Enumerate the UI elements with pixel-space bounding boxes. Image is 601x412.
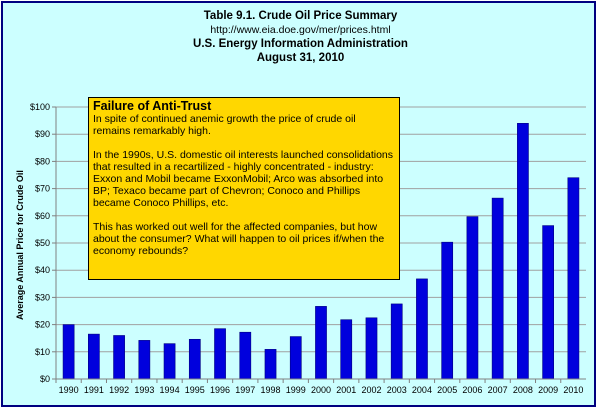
y-tick-label: $80 [35, 156, 50, 166]
x-tick-label: 1999 [286, 385, 306, 395]
bar [466, 216, 479, 380]
x-tick-label: 1992 [109, 385, 129, 395]
x-tick-label: 1993 [134, 385, 154, 395]
bar [491, 197, 504, 380]
y-axis-title: Average Annual Price for Crude Oil [15, 170, 25, 320]
x-tick-label: 2005 [437, 385, 457, 395]
bar [163, 343, 176, 380]
x-tick-label: 2009 [538, 385, 558, 395]
bar [88, 333, 100, 380]
annotation-paragraph: In the 1990s, U.S. domestic oil interest… [93, 149, 394, 209]
y-tick-label: $40 [35, 265, 50, 275]
bar [289, 336, 302, 380]
bar [188, 338, 201, 380]
x-tick-label: 2004 [412, 385, 432, 395]
y-tick-label: $30 [35, 292, 50, 302]
bars [62, 123, 580, 380]
x-tick-label: 2000 [311, 385, 331, 395]
chart-header: Table 9.1. Crude Oil Price Summary http:… [0, 9, 601, 65]
x-tick-label: 1991 [84, 385, 104, 395]
x-tick-label: 1997 [235, 385, 255, 395]
bar [390, 303, 403, 380]
bar [138, 340, 151, 380]
bar [315, 306, 327, 380]
y-tick-label: $100 [30, 102, 50, 112]
y-tick-label: $10 [35, 347, 50, 357]
x-tick-label: 1990 [59, 385, 79, 395]
bar [239, 331, 252, 380]
x-tick-label: 2003 [387, 385, 407, 395]
x-tick-label: 2002 [361, 385, 381, 395]
bar [365, 317, 378, 380]
chart-title: Table 9.1. Crude Oil Price Summary [203, 10, 398, 22]
x-tick-label: 1994 [160, 385, 180, 395]
bar [214, 328, 226, 380]
bar [113, 335, 125, 380]
source-url: http://www.eia.doe.gov/mer/prices.html [210, 24, 391, 36]
source-agency: U.S. Energy Information Administration [193, 38, 408, 50]
bar [264, 349, 277, 380]
y-tick-label: $70 [35, 184, 50, 194]
y-tick-label: $60 [35, 211, 50, 221]
bar [416, 278, 428, 380]
y-tick-label: $20 [35, 320, 50, 330]
bar [441, 241, 454, 380]
x-tick-label: 2007 [488, 385, 508, 395]
bar [542, 225, 554, 380]
annotation-paragraph: This has worked out well for the affecte… [93, 221, 385, 257]
y-axis-ticks: $0 $10 $20 $30 $40 $50 $60 $70 $80 $90 $100 [30, 102, 56, 384]
annotation-paragraph: In spite of continued anemic growth the … [93, 113, 356, 137]
bar [62, 324, 75, 380]
annotation-title: Failure of Anti-Trust [93, 99, 212, 113]
x-tick-label: 1996 [210, 385, 230, 395]
chart-date: August 31, 2010 [256, 52, 345, 64]
bar [517, 123, 529, 380]
x-tick-label: 2010 [563, 385, 583, 395]
x-tick-label: 2008 [513, 385, 533, 395]
x-axis-ticks: 1990 1991 1992 1993 1994 1995 1996 1997 1998 1999… [55, 379, 583, 395]
bar [567, 177, 580, 380]
x-tick-label: 2006 [462, 385, 482, 395]
y-tick-label: $90 [35, 129, 50, 139]
y-tick-label: $50 [35, 238, 50, 248]
y-tick-label: $0 [40, 374, 50, 384]
x-tick-label: 1995 [185, 385, 205, 395]
annotation-box: Failure of Anti-Trust In spite of contin… [88, 97, 400, 280]
x-tick-label: 1998 [261, 385, 281, 395]
bar [340, 319, 353, 380]
y-axis-title-wrap: Average Annual Price for Crude Oil [10, 165, 30, 325]
x-tick-label: 2001 [336, 385, 356, 395]
